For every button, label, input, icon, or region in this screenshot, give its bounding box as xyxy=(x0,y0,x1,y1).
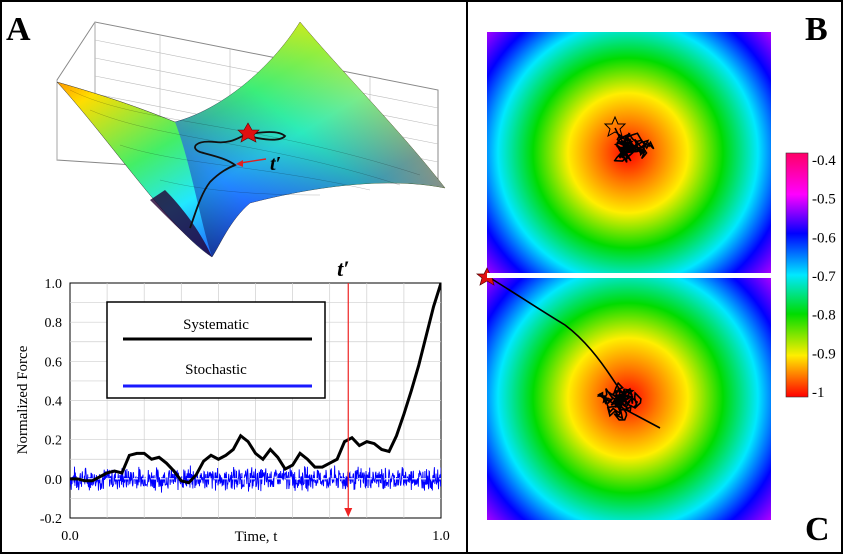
colorbar-tick-label: -0.7 xyxy=(812,269,836,285)
x-tick-labels: 0.0 1.0 xyxy=(61,529,450,544)
legend-box xyxy=(106,301,326,399)
x-tick-label: 0.0 xyxy=(61,529,79,544)
panel-label-b: B xyxy=(805,11,828,48)
y-tick-label: 1.0 xyxy=(45,277,63,292)
y-tick-label: 0.8 xyxy=(45,316,63,331)
y-tick-label: 0.6 xyxy=(45,355,63,370)
y-tick-label: -0.2 xyxy=(40,512,62,527)
colorbar: -0.4 -0.5 -0.6 -0.7 -0.8 -0.9 -1 xyxy=(785,152,836,401)
force-chart: t′ -0.2 0.0 0.2 0.4 0.6 0.8 1.0 0.0 1.0 Time, t… xyxy=(15,256,450,545)
colorbar-tick-label: -0.5 xyxy=(812,192,836,208)
stochastic-line xyxy=(70,465,441,493)
x-tick-label: 1.0 xyxy=(432,529,450,544)
surface-annotation: t′ xyxy=(270,153,281,175)
colorbar-gradient xyxy=(785,152,809,398)
colorbar-tick-labels: -0.4 -0.5 -0.6 -0.7 -0.8 -0.9 -1 xyxy=(812,153,836,401)
trajectory-b xyxy=(613,127,655,163)
colorbar-tick-label: -0.6 xyxy=(812,230,836,246)
y-tick-label: 0.0 xyxy=(45,473,63,488)
y-tick-label: 0.2 xyxy=(45,434,63,449)
surface-plot: t′ xyxy=(56,21,446,258)
arrow-icon xyxy=(236,160,243,167)
colorbar-tick-label: -0.8 xyxy=(812,308,836,324)
panel-label-a: A xyxy=(6,11,31,48)
colorbar-tick-label: -1 xyxy=(812,385,825,401)
heatmap-b xyxy=(487,32,771,273)
stochastic-series xyxy=(70,465,441,493)
x-axis-label: Time, t xyxy=(235,529,279,545)
start-star-icon xyxy=(237,122,260,143)
saddle-surface-shade xyxy=(175,22,445,257)
y-tick-labels: -0.2 0.0 0.2 0.4 0.6 0.8 1.0 xyxy=(40,277,62,527)
y-axis-label: Normalized Force xyxy=(15,345,31,454)
heatmap-c xyxy=(476,267,771,520)
legend-label-systematic: Systematic xyxy=(183,317,249,333)
marker-label: t′ xyxy=(337,256,349,281)
legend-label-stochastic: Stochastic xyxy=(185,362,247,378)
t-prime-marker xyxy=(344,283,353,517)
trajectory-c xyxy=(486,275,661,429)
systematic-series xyxy=(70,283,441,485)
marker-arrowhead-icon xyxy=(344,508,353,517)
legend: Systematic Stochastic xyxy=(106,301,326,399)
y-tick-label: 0.4 xyxy=(45,395,63,410)
colorbar-tick-label: -0.9 xyxy=(812,346,836,362)
surface-trajectory xyxy=(189,131,287,229)
colorbar-tick-label: -0.4 xyxy=(812,153,836,169)
panel-label-c: C xyxy=(805,511,830,548)
